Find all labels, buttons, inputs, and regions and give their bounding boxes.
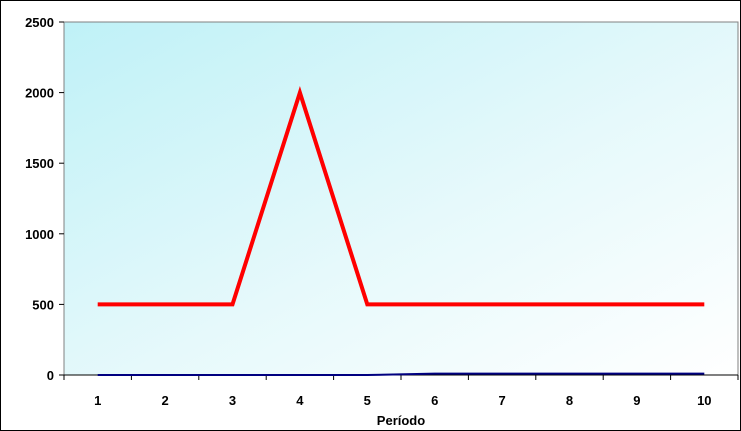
x-tick-label: 8: [566, 393, 573, 408]
y-tick-label: 1000: [25, 227, 54, 242]
y-tick-label: 2500: [25, 15, 54, 30]
plot-area: [63, 21, 739, 376]
x-axis-title: Período: [377, 413, 425, 428]
series-line-1: [97, 86, 705, 307]
y-tick-label: 0: [47, 368, 54, 383]
x-tick-label: 3: [229, 393, 236, 408]
x-tick-label: 10: [697, 393, 711, 408]
x-tick-label: 7: [498, 393, 505, 408]
x-tick-label: 4: [296, 393, 304, 408]
y-axis: 0 500 1000 1500 2000 2500: [25, 15, 64, 383]
y-tick-label: 2000: [25, 86, 54, 101]
y-tick-label: 500: [32, 297, 54, 312]
x-tick-label: 2: [161, 393, 168, 408]
x-tick-label: 1: [94, 393, 101, 408]
x-tick-label: 6: [431, 393, 438, 408]
y-tick-label: 1500: [25, 156, 54, 171]
x-tick-label: 9: [633, 393, 640, 408]
series-layer: [97, 86, 705, 376]
series-line-2: [97, 372, 705, 376]
x-tick-label: 5: [364, 393, 371, 408]
